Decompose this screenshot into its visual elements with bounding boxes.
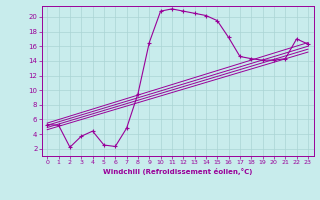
X-axis label: Windchill (Refroidissement éolien,°C): Windchill (Refroidissement éolien,°C) xyxy=(103,168,252,175)
